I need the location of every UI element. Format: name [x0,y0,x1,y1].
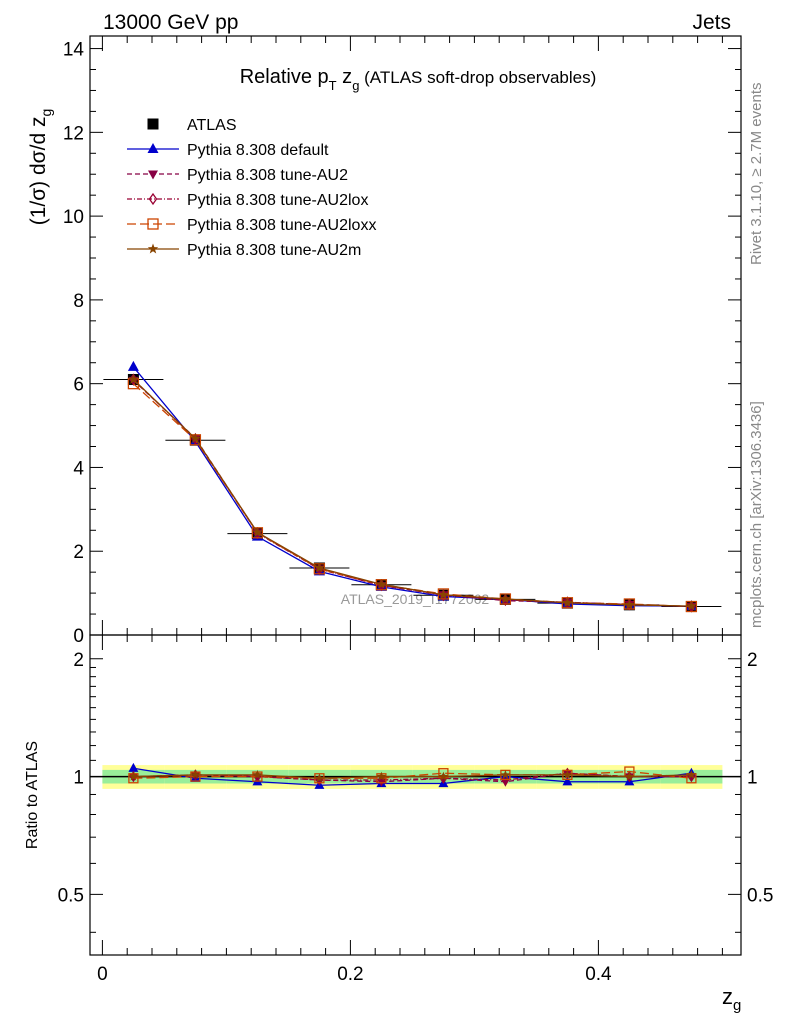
legend-marker [148,170,158,180]
series-pythia-8-308-tune-au2 [128,376,697,613]
header-right: Jets [692,11,731,34]
x-axis-label: zg [722,984,741,1014]
rivet-label: Rivet 3.1.10, ≥ 2.7M events [748,83,765,266]
y-tick-label: 4 [73,458,84,479]
data-point [314,562,325,573]
legend-marker [147,143,159,153]
x-tick-label: 0.2 [337,964,363,985]
ratio-point [686,769,697,779]
y-tick-label: 0.5 [58,885,84,906]
legend-entry: ATLAS [147,117,237,134]
legend-entry: Pythia 8.308 tune-AU2m [127,242,361,259]
y-tick-label: 2 [73,542,84,563]
y-tick-label: 10 [63,207,84,228]
ratio-series-line [133,767,692,786]
analysis-watermark: ATLAS_2019_I1772062 [341,591,490,607]
ratio-point [376,771,387,781]
data-point [500,593,511,604]
series-pythia-8-308-tune-au2m [128,373,697,611]
ratio-series-line [133,774,692,779]
legend-entry: Pythia 8.308 tune-AU2 [127,167,348,184]
data-point [686,600,697,611]
ratio-point [563,767,572,779]
y-tick-label: 0 [73,626,84,647]
ratio-point [438,771,449,781]
y-axis-label-main: (1/σ) dσ/d zg [27,109,54,226]
y-tick-label-right: 0.5 [747,885,773,906]
data-point [562,597,573,608]
legend-label: Pythia 8.308 tune-AU2 [187,167,348,184]
x-tick-label: 0.4 [585,964,612,985]
series-pythia-8-308-tune-au2lox [129,373,696,613]
y-tick-label: 12 [63,123,84,144]
series-pythia-8-308-tune-au2loxx [127,378,698,613]
legend-label: Pythia 8.308 tune-AU2lox [187,192,368,209]
series-line [132,366,692,607]
data-point [376,578,387,589]
legend-label: ATLAS [187,117,237,134]
series-line [132,379,692,608]
legend-marker [148,192,158,206]
mcplots-label: mcplots.cern.ch [arXiv:1306.3436] [748,401,765,628]
y-tick-label-right: 1 [747,768,758,789]
ratio-point [501,774,510,786]
legend: ATLAS Pythia 8.308 default Pythia 8.308 tu… [127,117,376,259]
y-tick-label: 1 [73,768,84,789]
legend-label: Pythia 8.308 tune-AU2loxx [187,217,376,234]
main-panel: 0 2 4 6 8 10 12 14 [63,35,742,647]
y-tick-label: 8 [73,291,84,312]
series-pythia-8-308-default [127,360,697,611]
ratio-point [314,773,325,783]
y-tick-label: 6 [73,375,84,396]
ratio-series-pythia-8-308-tune-au2m [128,769,697,783]
legend-marker [147,243,159,254]
legend-entry: Pythia 8.308 tune-AU2lox [127,192,368,209]
legend-marker [147,118,159,130]
header-left: 13000 GeV pp [103,11,238,34]
data-point [624,599,635,610]
data-point [252,526,263,537]
ratio-series-line [133,772,692,783]
plot-title: Relative pT zg (ATLAS soft-drop observab… [240,66,597,93]
data-point [127,360,139,371]
ratio-point [500,769,511,779]
y-tick-label: 14 [63,40,85,61]
ratio-panel: 0.5 0.5 1 1 2 2 0 0.2 0.4 [58,634,773,985]
y-tick-label: 2 [73,650,84,671]
ratio-point [562,776,573,786]
ratio-point [252,769,263,779]
ratio-point [624,771,635,781]
data-point [190,433,201,443]
ratio-point [128,771,139,781]
legend-marker [147,218,159,230]
legend-entry: Pythia 8.308 tune-AU2loxx [127,217,376,234]
y-tick-label-right: 2 [747,650,758,671]
y-axis-label-ratio: Ratio to ATLAS [24,741,41,849]
ratio-point [128,762,139,772]
data-point [623,598,636,610]
legend-label: Pythia 8.308 tune-AU2m [187,242,361,259]
series-line [132,379,692,607]
series-line [132,379,692,608]
ratio-series-line [133,770,692,779]
data-point [438,589,449,600]
ratio-frame [89,634,742,956]
legend-entry: Pythia 8.308 default [127,142,329,159]
data-point [128,373,139,384]
ratio-series-line [133,772,692,781]
series-line [132,383,692,608]
ratio-point [562,769,573,779]
legend-label: Pythia 8.308 default [187,142,329,159]
x-tick-label: 0 [97,964,108,985]
series-atlas [103,373,722,613]
ratio-point [190,769,201,779]
